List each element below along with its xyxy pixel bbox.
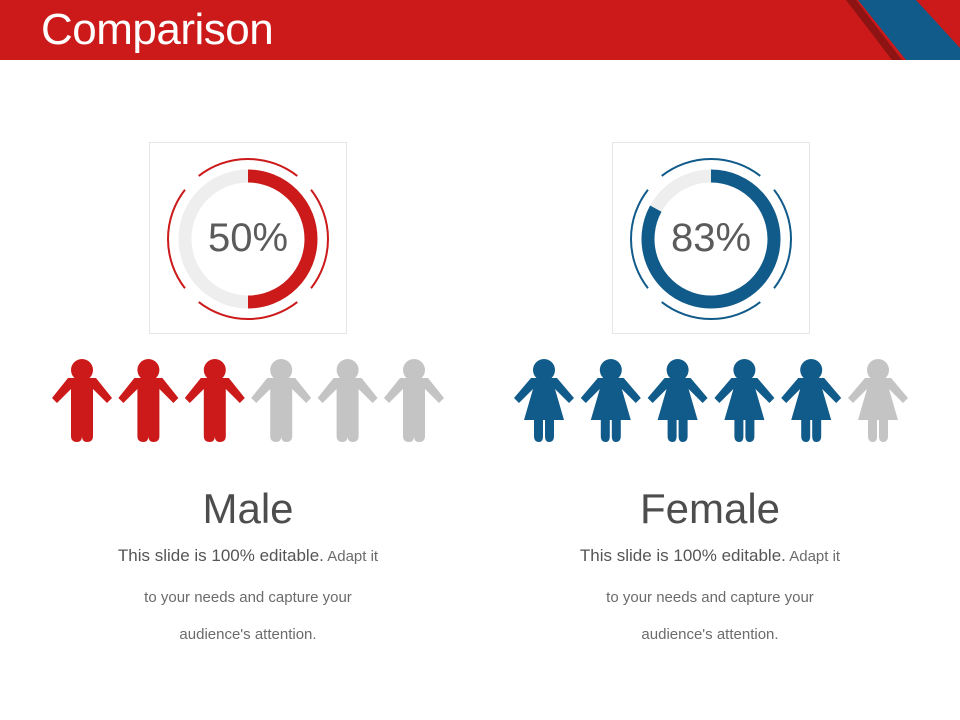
- male-description-line-3: audience's attention.: [179, 626, 317, 643]
- female-description-rest: Adapt it: [785, 548, 841, 565]
- male-gauge-card: 50%: [149, 142, 347, 334]
- male-donut-gauge: [167, 158, 329, 320]
- male-person-head: [270, 359, 293, 381]
- male-description-rest: Adapt it: [323, 548, 379, 565]
- female-person-head: [533, 359, 555, 381]
- female-outer-ring-segment: [630, 189, 649, 289]
- male-person-icon: [251, 359, 312, 442]
- male-person-body: [184, 378, 245, 442]
- female-person-icon: [781, 359, 842, 442]
- female-person-icon: [514, 359, 574, 442]
- female-person-head: [733, 359, 756, 381]
- male-person-body: [118, 378, 179, 442]
- male-outer-ring-segment: [198, 158, 298, 177]
- female-person-icon: [848, 359, 908, 442]
- female-person-body: [580, 378, 641, 442]
- female-person-body: [647, 378, 708, 442]
- male-description-lead: This slide is 100% editable.: [117, 546, 324, 565]
- female-person-body: [848, 378, 908, 442]
- female-person-body: [714, 378, 775, 442]
- male-person-icon: [52, 359, 112, 442]
- female-person-icon: [714, 359, 775, 442]
- female-outer-ring-segment: [661, 301, 761, 320]
- female-heading: Female: [639, 485, 781, 532]
- female-percent-value: 83%: [670, 216, 752, 260]
- male-heading: Male: [202, 485, 294, 532]
- male-person-body: [251, 378, 312, 442]
- female-description-line-1: This slide is 100% editable. Adapt it: [510, 546, 910, 567]
- female-person-body: [781, 378, 842, 442]
- male-outer-ring-segment: [310, 189, 329, 289]
- female-donut-gauge: [630, 158, 792, 320]
- male-person-head: [137, 359, 160, 381]
- female-outer-ring-segment: [773, 189, 792, 289]
- female-gauge-card: 83%: [612, 142, 810, 334]
- female-person-icon: [580, 359, 641, 442]
- male-person-body: [52, 378, 112, 442]
- male-person-head: [71, 359, 93, 381]
- male-percent-value: 50%: [207, 216, 289, 260]
- female-description-line-3: audience's attention.: [641, 626, 779, 643]
- female-person-head: [867, 359, 889, 381]
- female-description-lead: This slide is 100% editable.: [579, 546, 786, 565]
- male-outer-ring-segment: [198, 301, 298, 320]
- header-bar: Comparison: [0, 0, 960, 60]
- female-person-head: [800, 359, 823, 381]
- female-outer-ring-segment: [661, 158, 761, 177]
- male-person-icon: [384, 359, 444, 442]
- female-person-icon: [647, 359, 708, 442]
- male-outer-ring-segment: [167, 189, 186, 289]
- female-person-body: [514, 378, 574, 442]
- female-description-line-2: to your needs and capture your: [606, 589, 814, 606]
- male-person-body: [384, 378, 444, 442]
- male-description-line-2: to your needs and capture your: [144, 589, 352, 606]
- male-description-line-1: This slide is 100% editable. Adapt it: [48, 546, 448, 567]
- male-person-icon: [317, 359, 378, 442]
- male-person-head: [336, 359, 359, 381]
- male-gauge-value-arc: [247, 169, 318, 309]
- male-person-head: [403, 359, 425, 381]
- male-person-icon: [118, 359, 179, 442]
- corner-stripes-decoration: [846, 0, 960, 60]
- female-gauge-value-arc: [641, 169, 781, 309]
- female-figures-row: [508, 356, 916, 470]
- male-person-head: [203, 359, 226, 381]
- male-figures-row: [46, 356, 450, 470]
- page-title: Comparison: [41, 5, 274, 54]
- female-person-head: [666, 359, 689, 381]
- male-person-icon: [184, 359, 245, 442]
- male-person-body: [317, 378, 378, 442]
- female-person-head: [599, 359, 622, 381]
